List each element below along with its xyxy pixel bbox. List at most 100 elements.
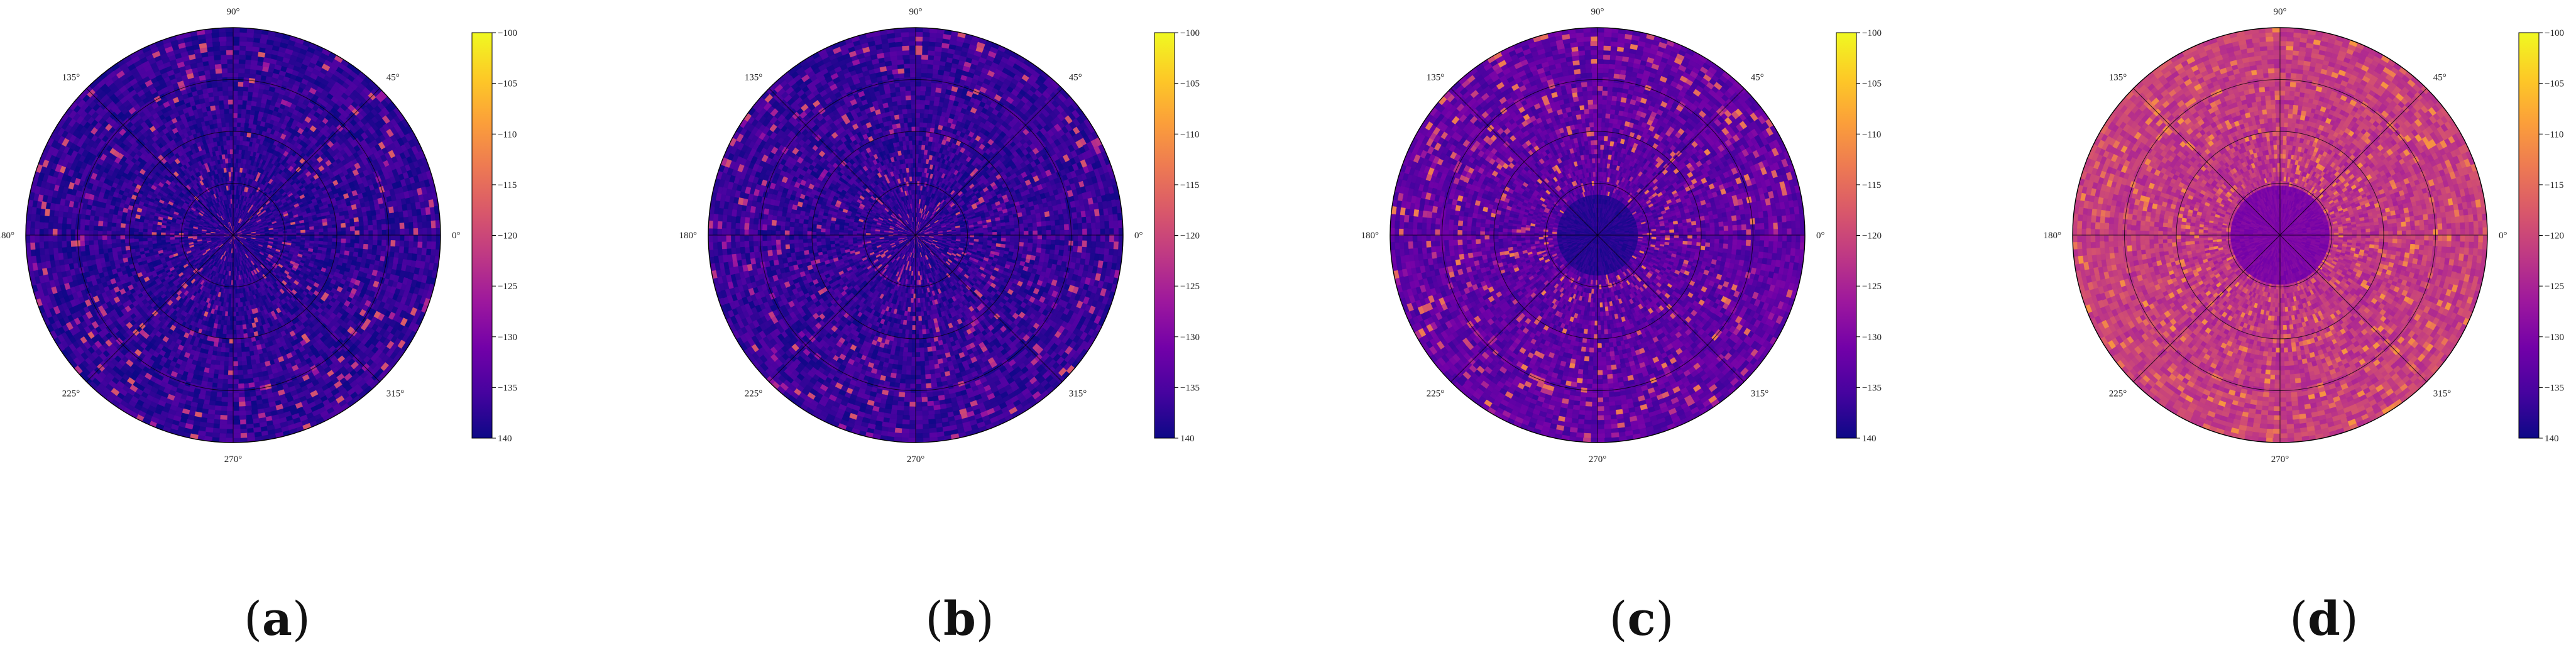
colorbar-tick-label: −100 [498,28,517,38]
colorbar-tick-label: −100 [2545,28,2564,38]
colorbar-tick-label: −125 [1862,282,1882,292]
angle-tick-label: 225° [62,389,80,399]
colorbar-tick-label: −120 [1180,231,1200,241]
angle-tick-label: 0° [1134,231,1143,241]
angle-tick-label: 180° [679,231,698,241]
angle-tick-label: 180° [1361,231,1379,241]
colorbar-tick-label: −105 [2545,79,2564,89]
angular-gridline [769,234,916,382]
angular-gridline [1597,234,1745,382]
angle-tick-label: 270° [2271,454,2289,465]
angle-tick-label: 135° [745,72,763,82]
angle-tick-label: 90° [909,7,923,17]
angle-tick-label: 135° [2109,72,2127,82]
colorbar-gradient [471,32,493,439]
angle-tick-label: 315° [386,389,405,399]
colorbar-tick-label: −110 [1862,129,1881,140]
panel-caption: (a) [244,592,310,646]
colorbar-tick-label: −105 [1862,79,1882,89]
colorbar: −100 −105 −110 −115 −120 −125 −130 −135 140 [2518,28,2564,444]
angle-tick-label: 270° [1589,454,1607,465]
colorbar-tick-label: −105 [1180,79,1200,89]
angle-tick-label: 45° [386,72,400,82]
angle-tick-label: 45° [2433,72,2447,82]
colorbar-tick-label: −100 [1180,28,1200,38]
caption-letter: b [943,592,976,646]
colorbar-tick-label: −120 [2545,231,2564,241]
angle-tick-label: 45° [1069,72,1082,82]
colorbar-tick-label: −115 [1862,180,1881,190]
colorbar-tick-label: −130 [498,333,517,343]
angle-tick-label: 315° [2433,389,2452,399]
angle-tick-label: 225° [745,389,763,399]
polar-grid [2072,27,2488,443]
angular-gridline [769,88,916,236]
colorbar: −100 −105 −110 −115 −120 −125 −130 −135 140 [1836,28,1882,444]
colorbar: −100 −105 −110 −115 −120 −125 −130 −135 140 [471,28,517,444]
panel-b: 0° 45° 90° 135° 180° 225° 270° 315° −100 −105 −110… [679,7,1200,646]
angular-gridline [86,234,234,382]
caption-letter: a [262,592,292,646]
colorbar-tick-label: −115 [498,180,517,190]
panel-c: 0° 45° 90° 135° 180° 225° 270° 315° −100 −105 −110… [1361,7,1882,646]
angle-tick-label: 0° [1816,231,1825,241]
colorbar-tick-label: −110 [498,129,517,140]
angle-tick-label: 45° [1751,72,1764,82]
angle-tick-label: 225° [2109,389,2127,399]
angle-tick-label: 0° [452,231,461,241]
caption-letter: c [1627,592,1655,646]
panel-d: 0° 45° 90° 135° 180° 225° 270° 315° −100 −105 −110… [2044,7,2564,646]
colorbar-tick-label: −115 [1180,180,1199,190]
angle-tick-label: 90° [227,7,240,17]
angular-gridline [1597,88,1745,236]
colorbar-tick-label: −120 [498,231,517,241]
angle-tick-label: 135° [1427,72,1445,82]
colorbar-tick-label: −135 [1862,383,1882,393]
colorbar-tick-label: −110 [2545,129,2563,140]
colorbar-tick-label: −120 [1862,231,1882,241]
angle-tick-label: 135° [62,72,80,82]
angle-tick-label: 270° [224,454,243,465]
polar-grid [708,27,1124,443]
angle-tick-label: 270° [907,454,925,465]
angle-tick-label: 180° [2044,231,2062,241]
colorbar-tick-label: −110 [1180,129,1199,140]
angular-gridline [2133,234,2281,382]
angular-gridline [915,88,1063,236]
colorbar-tick-label: −135 [498,383,517,393]
colorbar-tick-label: 140 [1180,434,1195,444]
colorbar-tick-label: 140 [498,434,512,444]
panel-a: 0° 45° 90° 135° 180° 225° 270° 315° −100 −105 −110… [0,7,517,646]
colorbar-tick-label: −100 [1862,28,1882,38]
colorbar-tick-label: 140 [1862,434,1877,444]
panel-caption: (b) [925,592,994,646]
colorbar-tick-label: −130 [1180,333,1200,343]
angular-gridline [233,234,380,382]
colorbar-tick-label: −130 [1862,333,1882,343]
angle-tick-label: 180° [0,231,14,241]
colorbar-tick-label: −135 [1180,383,1200,393]
panel-caption: (c) [1609,592,1674,646]
angular-gridline [1450,88,1598,236]
colorbar-gradient [2518,32,2540,439]
colorbar-gradient [1836,32,1857,439]
panel-caption: (d) [2289,592,2359,646]
angle-tick-label: 90° [2274,7,2287,17]
colorbar-tick-label: −125 [498,282,517,292]
angular-gridline [86,88,234,236]
colorbar: −100 −105 −110 −115 −120 −125 −130 −135 140 [1154,28,1200,444]
polar-grid [1389,27,1806,443]
colorbar-gradient [1154,32,1175,439]
angle-tick-label: 0° [2499,231,2507,241]
angular-gridline [1450,234,1598,382]
caption-letter: d [2308,592,2340,646]
angular-gridline [915,234,1063,382]
polar-grid [25,27,441,443]
angular-gridline [2279,234,2427,382]
colorbar-tick-label: −115 [2545,180,2563,190]
colorbar-tick-label: −125 [1180,282,1200,292]
colorbar-tick-label: −130 [2545,333,2564,343]
colorbar-tick-label: −105 [498,79,517,89]
angle-tick-label: 225° [1427,389,1445,399]
